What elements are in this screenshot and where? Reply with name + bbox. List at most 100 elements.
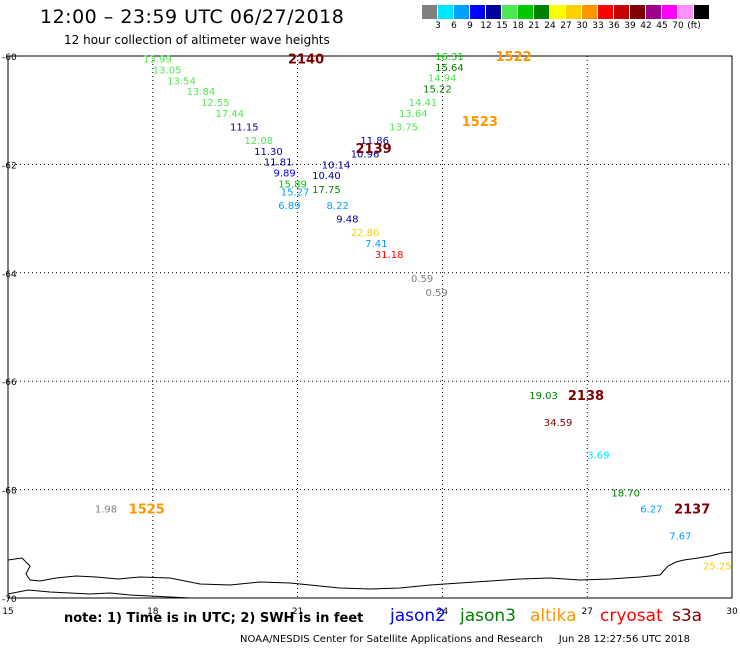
swh-value: 16.31 [435, 52, 464, 63]
satellite-label: jason3 [460, 606, 516, 626]
lon-tick-label: 18 [147, 607, 159, 617]
lon-tick-label: 15 [2, 607, 13, 617]
swh-value: 9.48 [336, 215, 358, 226]
coastline [7, 551, 733, 590]
swh-value: 11.86 [360, 136, 389, 147]
legend-label: 15 [496, 21, 508, 31]
track-label: 2137 [674, 503, 710, 518]
swh-value: 15.64 [435, 63, 464, 74]
satellite-label: jason2 [390, 606, 446, 626]
legend-swatch [454, 5, 470, 19]
credit-line: NOAA/NESDIS Center for Satellite Applica… [240, 634, 690, 645]
footer-note: note: 1) Time is in UTC; 2) SWH is in fe… [64, 611, 364, 626]
legend-label: 6 [451, 21, 457, 31]
coastline-lower [7, 589, 191, 599]
page-subtitle: 12 hour collection of altimeter wave hei… [64, 33, 330, 47]
legend-label: 21 [528, 21, 540, 31]
legend-label: 12 [480, 21, 492, 31]
legend-swatch [550, 5, 566, 19]
legend-label: 33 [592, 21, 604, 31]
track-label: 1525 [129, 503, 165, 518]
legend-swatch [678, 5, 694, 19]
credit-text: NOAA/NESDIS Center for Satellite Applica… [240, 634, 543, 645]
legend-label: 45 [656, 21, 668, 31]
swh-value: 13.84 [187, 87, 216, 98]
lat-tick-label: -64 [2, 270, 17, 280]
swh-value: 19.03 [529, 391, 558, 402]
legend-label: 27 [560, 21, 572, 31]
swh-value: 18.70 [611, 488, 640, 499]
swh-value: 12.55 [201, 98, 230, 109]
legend-swatch [486, 5, 502, 19]
legend-swatch [470, 5, 486, 19]
swh-value: 7.41 [365, 239, 387, 250]
swh-value: 13.75 [389, 122, 418, 133]
lon-tick-label: 21 [292, 607, 303, 617]
swh-value: 11.30 [254, 147, 283, 158]
swh-value: 12.08 [245, 136, 274, 147]
track-label: 2140 [288, 53, 324, 68]
swh-value: 14.41 [409, 98, 438, 109]
timestamp: Jun 28 12:27:56 UTC 2018 [558, 634, 691, 645]
legend-swatch [662, 5, 678, 19]
satellite-label: cryosat [600, 606, 663, 626]
legend-label: 30 [576, 21, 588, 31]
legend-label: (ft) [687, 21, 701, 31]
swh-value: 22.86 [351, 228, 380, 239]
swh-value: 25.25 [703, 561, 732, 572]
track-label: 1523 [462, 115, 498, 130]
swh-value: 13.99 [143, 55, 172, 66]
legend-label: 39 [624, 21, 636, 31]
lat-tick-label: -70 [2, 595, 17, 605]
swh-value: 10.40 [312, 171, 341, 182]
legend-label: 36 [608, 21, 620, 31]
swh-value: 17.44 [216, 109, 245, 120]
swh-value: 10.14 [322, 160, 351, 171]
swh-value: 31.18 [375, 250, 404, 261]
lat-tick-label: -66 [2, 378, 17, 388]
lon-tick-label: 27 [581, 607, 592, 617]
legend-swatch [438, 5, 454, 19]
legend-swatch [502, 5, 518, 19]
swh-value: 6.89 [278, 201, 300, 212]
swh-value: 11.81 [264, 158, 293, 169]
swh-value: 11.15 [230, 122, 259, 133]
legend-swatch [598, 5, 614, 19]
track-label: 2138 [568, 389, 604, 404]
map-frame [7, 55, 733, 599]
swh-value: 13.64 [399, 109, 428, 120]
swh-value: 7.67 [669, 532, 691, 543]
legend-swatch [534, 5, 550, 19]
swh-value: 13.54 [167, 76, 196, 87]
swh-value: 3.69 [587, 450, 609, 461]
legend-swatch [422, 5, 438, 19]
swh-value: 10.96 [351, 150, 380, 161]
swh-value: 15.27 [281, 188, 310, 199]
legend-label: 9 [467, 21, 473, 31]
legend-swatch [566, 5, 582, 19]
legend-swatch [582, 5, 598, 19]
swh-value: 0.59 [426, 288, 448, 299]
lon-tick-label: 24 [437, 607, 449, 617]
swh-value: 34.59 [544, 418, 573, 429]
lat-tick-label: -62 [2, 161, 17, 171]
track-label: 1522 [495, 50, 531, 65]
swh-value: 15.89 [278, 179, 307, 190]
swh-value: 0.59 [411, 274, 433, 285]
legend-label: 70 [672, 21, 684, 31]
swh-value: 13.05 [153, 66, 182, 77]
color-legend: 3 6 9 12 15 18 21 24 27 30 33 36 39 42 45 70 (ft) [422, 5, 710, 33]
swh-value: 6.27 [640, 505, 662, 516]
lat-tick-label: -60 [2, 53, 17, 63]
legend-swatch [630, 5, 646, 19]
lat-tick-label: -68 [2, 487, 17, 497]
legend-label: 3 [435, 21, 441, 31]
swh-value: 14.94 [428, 74, 457, 85]
satellite-label: s3a [672, 606, 703, 626]
page-title: 12:00 – 23:59 UTC 06/27/2018 [40, 6, 345, 28]
legend-label: 18 [512, 21, 524, 31]
swh-value: 15.22 [423, 85, 452, 96]
legend-swatch [518, 5, 534, 19]
lon-tick-label: 30 [726, 607, 738, 617]
